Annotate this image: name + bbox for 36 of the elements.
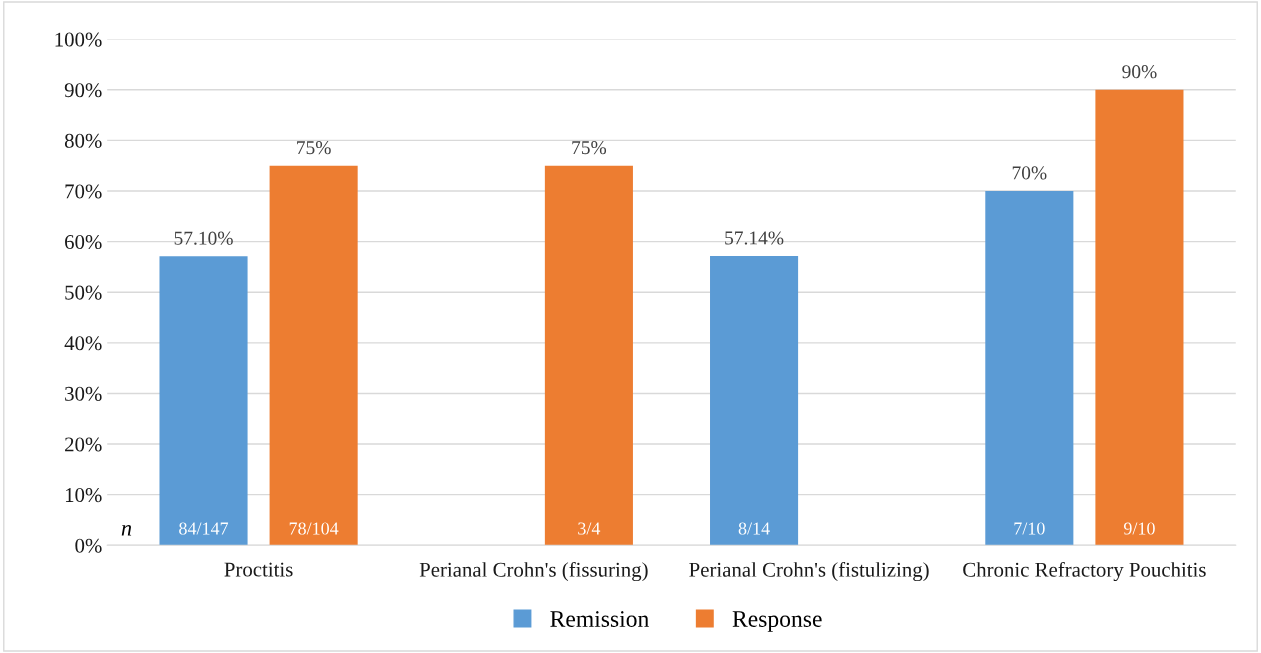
data-label: 75%: [297, 141, 331, 155]
y-tick-label: 70%: [65, 184, 102, 199]
annotation: 3/4: [578, 522, 601, 535]
annotation: 8/14: [738, 522, 770, 535]
data-label: 70%: [1012, 166, 1047, 180]
legend-label: Response: [732, 611, 822, 632]
x-tick-label: Perianal Crohn's (fistulizing): [689, 561, 929, 582]
data-label: 57.14%: [725, 231, 784, 245]
x-tick-label: Chronic Refractory Pouchitis: [963, 561, 1206, 582]
bar: [985, 191, 1074, 546]
y-tick-label: 50%: [65, 285, 102, 300]
bar: [710, 256, 799, 546]
y-tick-label: 40%: [64, 336, 102, 351]
annotation: 84/147: [179, 522, 229, 535]
bar: [269, 165, 358, 546]
data-label: 75%: [572, 141, 607, 155]
y-tick-label: 30%: [65, 386, 102, 401]
y-tick-label: 80%: [64, 133, 102, 148]
bar: [159, 256, 248, 546]
y-tick-label: 100%: [55, 32, 102, 47]
x-tick-label: Proctitis: [224, 562, 293, 577]
annotation: 78/104: [289, 522, 339, 535]
data-label: 90%: [1122, 65, 1157, 79]
annotation: n: [121, 524, 132, 536]
y-tick-label: 60%: [65, 234, 102, 250]
x-tick-label: Perianal Crohn's (fissuring): [419, 561, 648, 582]
legend-label: Remission: [550, 611, 649, 627]
annotation: 7/10: [1014, 522, 1045, 535]
bar: [544, 165, 633, 546]
bar: [1095, 89, 1184, 546]
annotation: 9/10: [1123, 522, 1155, 535]
data-label: 57.10%: [174, 231, 233, 245]
y-tick-label: 90%: [64, 83, 102, 98]
y-tick-label: 0%: [75, 538, 102, 553]
y-tick-label: 20%: [65, 437, 102, 452]
y-tick-label: 10%: [65, 488, 102, 503]
